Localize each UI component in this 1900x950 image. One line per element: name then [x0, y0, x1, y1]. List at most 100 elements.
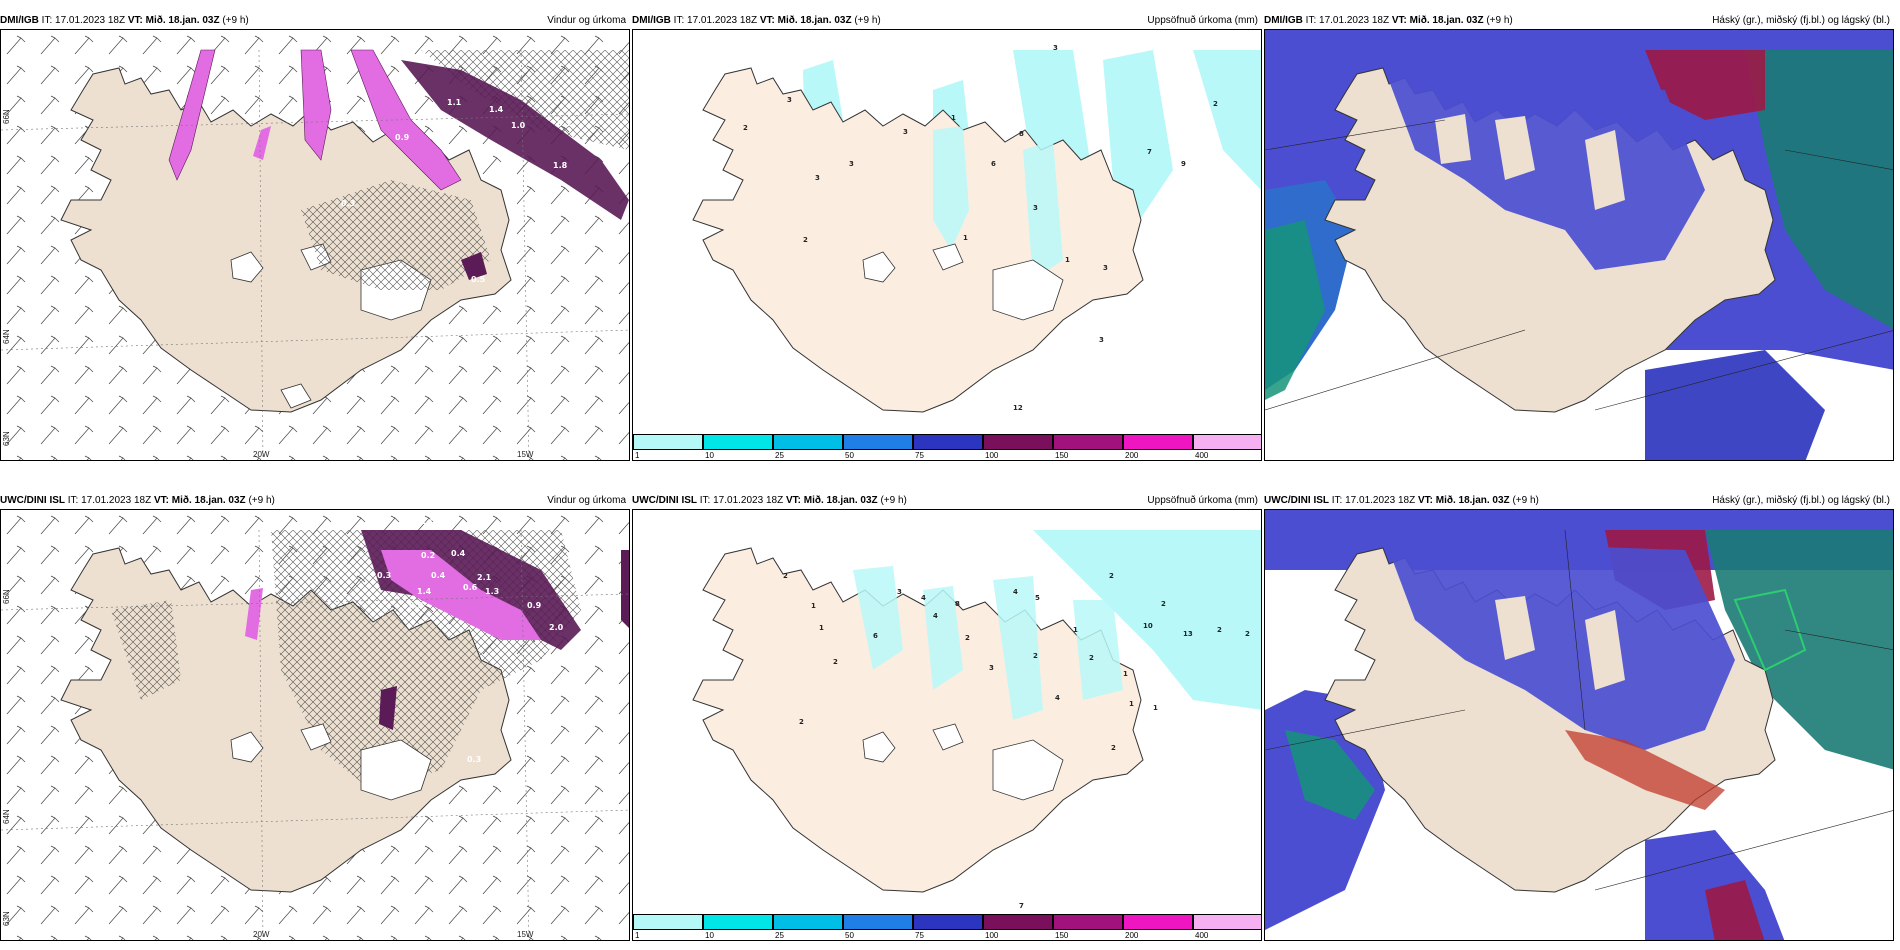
lat-label-63: 63N — [2, 911, 11, 926]
colorbar-swatch — [1123, 914, 1193, 930]
accum-value: 2 — [1245, 630, 1250, 638]
accum-value: 2 — [833, 658, 838, 666]
accum-value: 1 — [1153, 704, 1158, 712]
colorbar-swatch — [633, 434, 703, 450]
vt-value: Mið. 18.jan. 03Z — [1435, 495, 1510, 506]
colorbar-swatch — [843, 434, 913, 450]
high-cloud-teal — [1745, 50, 1893, 329]
colorbar-tick-label: 400 — [1195, 451, 1209, 460]
accum-value: 4 — [1013, 588, 1018, 596]
panel-header: UWC/DINI ISL IT: 17.01.2023 18Z VT: Mið.… — [1264, 494, 1894, 508]
clear-patch-3 — [1435, 114, 1471, 164]
panel-title: Háský (gr.), miðský (fj.bl.) og lágský (… — [1712, 495, 1890, 506]
vt-label: VT: — [127, 15, 143, 26]
accum-value: 13 — [1183, 630, 1193, 638]
precip-value: 1.3 — [485, 587, 499, 596]
precip-value: 0.3 — [341, 199, 355, 208]
accum-value: 4 — [1055, 694, 1060, 702]
colorbar-swatch — [1123, 434, 1193, 450]
lat-label-64: 64N — [2, 329, 11, 344]
colorbar-swatch — [773, 434, 843, 450]
panel-header: UWC/DINI ISL IT: 17.01.2023 18Z VT: Mið.… — [632, 494, 1262, 508]
high-cloud-teal — [1705, 530, 1893, 770]
panel-title: Uppsöfnuð úrkoma (mm) — [1147, 15, 1258, 26]
precip-value: 0.3 — [467, 755, 481, 764]
panel-title: Vindur og úrkoma — [547, 15, 626, 26]
colorbar-tick-label: 200 — [1125, 931, 1139, 940]
precip-band-6 — [253, 126, 271, 160]
accum-value: 10 — [1143, 622, 1153, 630]
panel-header: DMI/IGB IT: 17.01.2023 18Z VT: Mið. 18.j… — [0, 14, 630, 28]
map-area: 1.1 1.4 1.2 1.0 0.3 0.6 0.9 0.3 0.5 1.8 … — [0, 29, 630, 461]
accum-band-5 — [1193, 50, 1261, 190]
precip-band-4 — [300, 49, 332, 161]
accum-value: 1 — [819, 624, 824, 632]
colorbar-tick-label: 10 — [705, 451, 714, 460]
colorbar-swatch — [913, 914, 983, 930]
lead-time: (+9 h) — [248, 495, 275, 506]
glacier-myrdalsjokull — [280, 383, 312, 409]
model-name: UWC/DINI ISL — [0, 495, 65, 506]
precip-band-magenta-2 — [245, 588, 263, 640]
accum-value: 12 — [1013, 404, 1023, 412]
it-label: IT: — [699, 495, 711, 506]
accum-value: 7 — [1147, 148, 1152, 156]
lat-label-66: 66N — [2, 109, 11, 124]
iceland-land — [692, 547, 1144, 893]
vt-label: VT: — [1391, 15, 1407, 26]
vt-label: VT: — [153, 495, 169, 506]
lead-time: (+9 h) — [854, 15, 881, 26]
lat-label-63: 63N — [2, 431, 11, 446]
accum-value: 1 — [1073, 626, 1078, 634]
clear-patch-1 — [1495, 116, 1535, 180]
panel-dmi-accum-precip: DMI/IGB IT: 17.01.2023 18Z VT: Mið. 18.j… — [632, 14, 1262, 464]
map-area — [1264, 509, 1894, 941]
colorbar-tick-label: 200 — [1125, 451, 1139, 460]
glacier-hofsjokull — [932, 243, 964, 271]
colorbar-swatch — [1053, 914, 1123, 930]
accum-band-ne — [1033, 530, 1261, 710]
precip-value: 0.6 — [357, 101, 372, 110]
low-cloud-south — [1645, 350, 1825, 460]
colorbar-swatch — [633, 914, 703, 930]
it-value: 17.01.2023 18Z — [81, 495, 152, 506]
accum-value: 2 — [965, 634, 970, 642]
low-cloud-over-land — [1385, 540, 1735, 750]
hatched-precip-west — [111, 600, 181, 700]
accum-value: 2 — [1161, 600, 1166, 608]
colorbar-tick-label: 10 — [705, 931, 714, 940]
precip-value: 2.1 — [477, 573, 492, 582]
accum-value: 9 — [1181, 160, 1186, 168]
accum-value: 2 — [743, 124, 748, 132]
accum-value: 2 — [1213, 100, 1218, 108]
it-value: 17.01.2023 18Z — [687, 15, 758, 26]
precip-band-magenta-1 — [381, 550, 541, 640]
model-name: UWC/DINI ISL — [632, 495, 697, 506]
panel-header: UWC/DINI ISL IT: 17.01.2023 18Z VT: Mið.… — [0, 494, 630, 508]
map-area: 1.0 0.2 1.4 2.1 1.3 0.4 0.6 0.4 0.3 2.0 … — [0, 509, 630, 941]
glacier-vatnajokull — [992, 739, 1064, 801]
lon-label-15w: 15W — [517, 450, 534, 459]
colorbar-swatch — [1193, 914, 1261, 930]
glacier-hofsjokull — [932, 723, 964, 751]
precip-value: 0.9 — [527, 601, 542, 610]
accum-value: 3 — [903, 128, 908, 136]
colorbar-tick-label: 50 — [845, 931, 854, 940]
glacier-hofsjokull — [300, 723, 332, 751]
panel-uwc-clouds: UWC/DINI ISL IT: 17.01.2023 18Z VT: Mið.… — [1264, 494, 1894, 944]
precip-value: 0.9 — [409, 601, 424, 610]
colorbar-tick-label: 25 — [775, 931, 784, 940]
vt-value: Mið. 18.jan. 03Z — [171, 495, 246, 506]
hatched-precip-northeast — [421, 50, 629, 150]
precip-value: 0.4 — [451, 549, 466, 558]
it-value: 17.01.2023 18Z — [1345, 495, 1416, 506]
precip-value: 0.5 — [471, 275, 486, 284]
colorbar-tick-label: 150 — [1055, 931, 1069, 940]
precip-value: 1.4 — [489, 105, 504, 114]
colorbar-swatch — [1193, 434, 1261, 450]
clouds-map — [1265, 30, 1893, 460]
lat-label-64: 64N — [2, 809, 11, 824]
accum-value: 2 — [1109, 572, 1114, 580]
precip-band-5 — [461, 252, 487, 280]
model-name: DMI/IGB — [632, 15, 671, 26]
